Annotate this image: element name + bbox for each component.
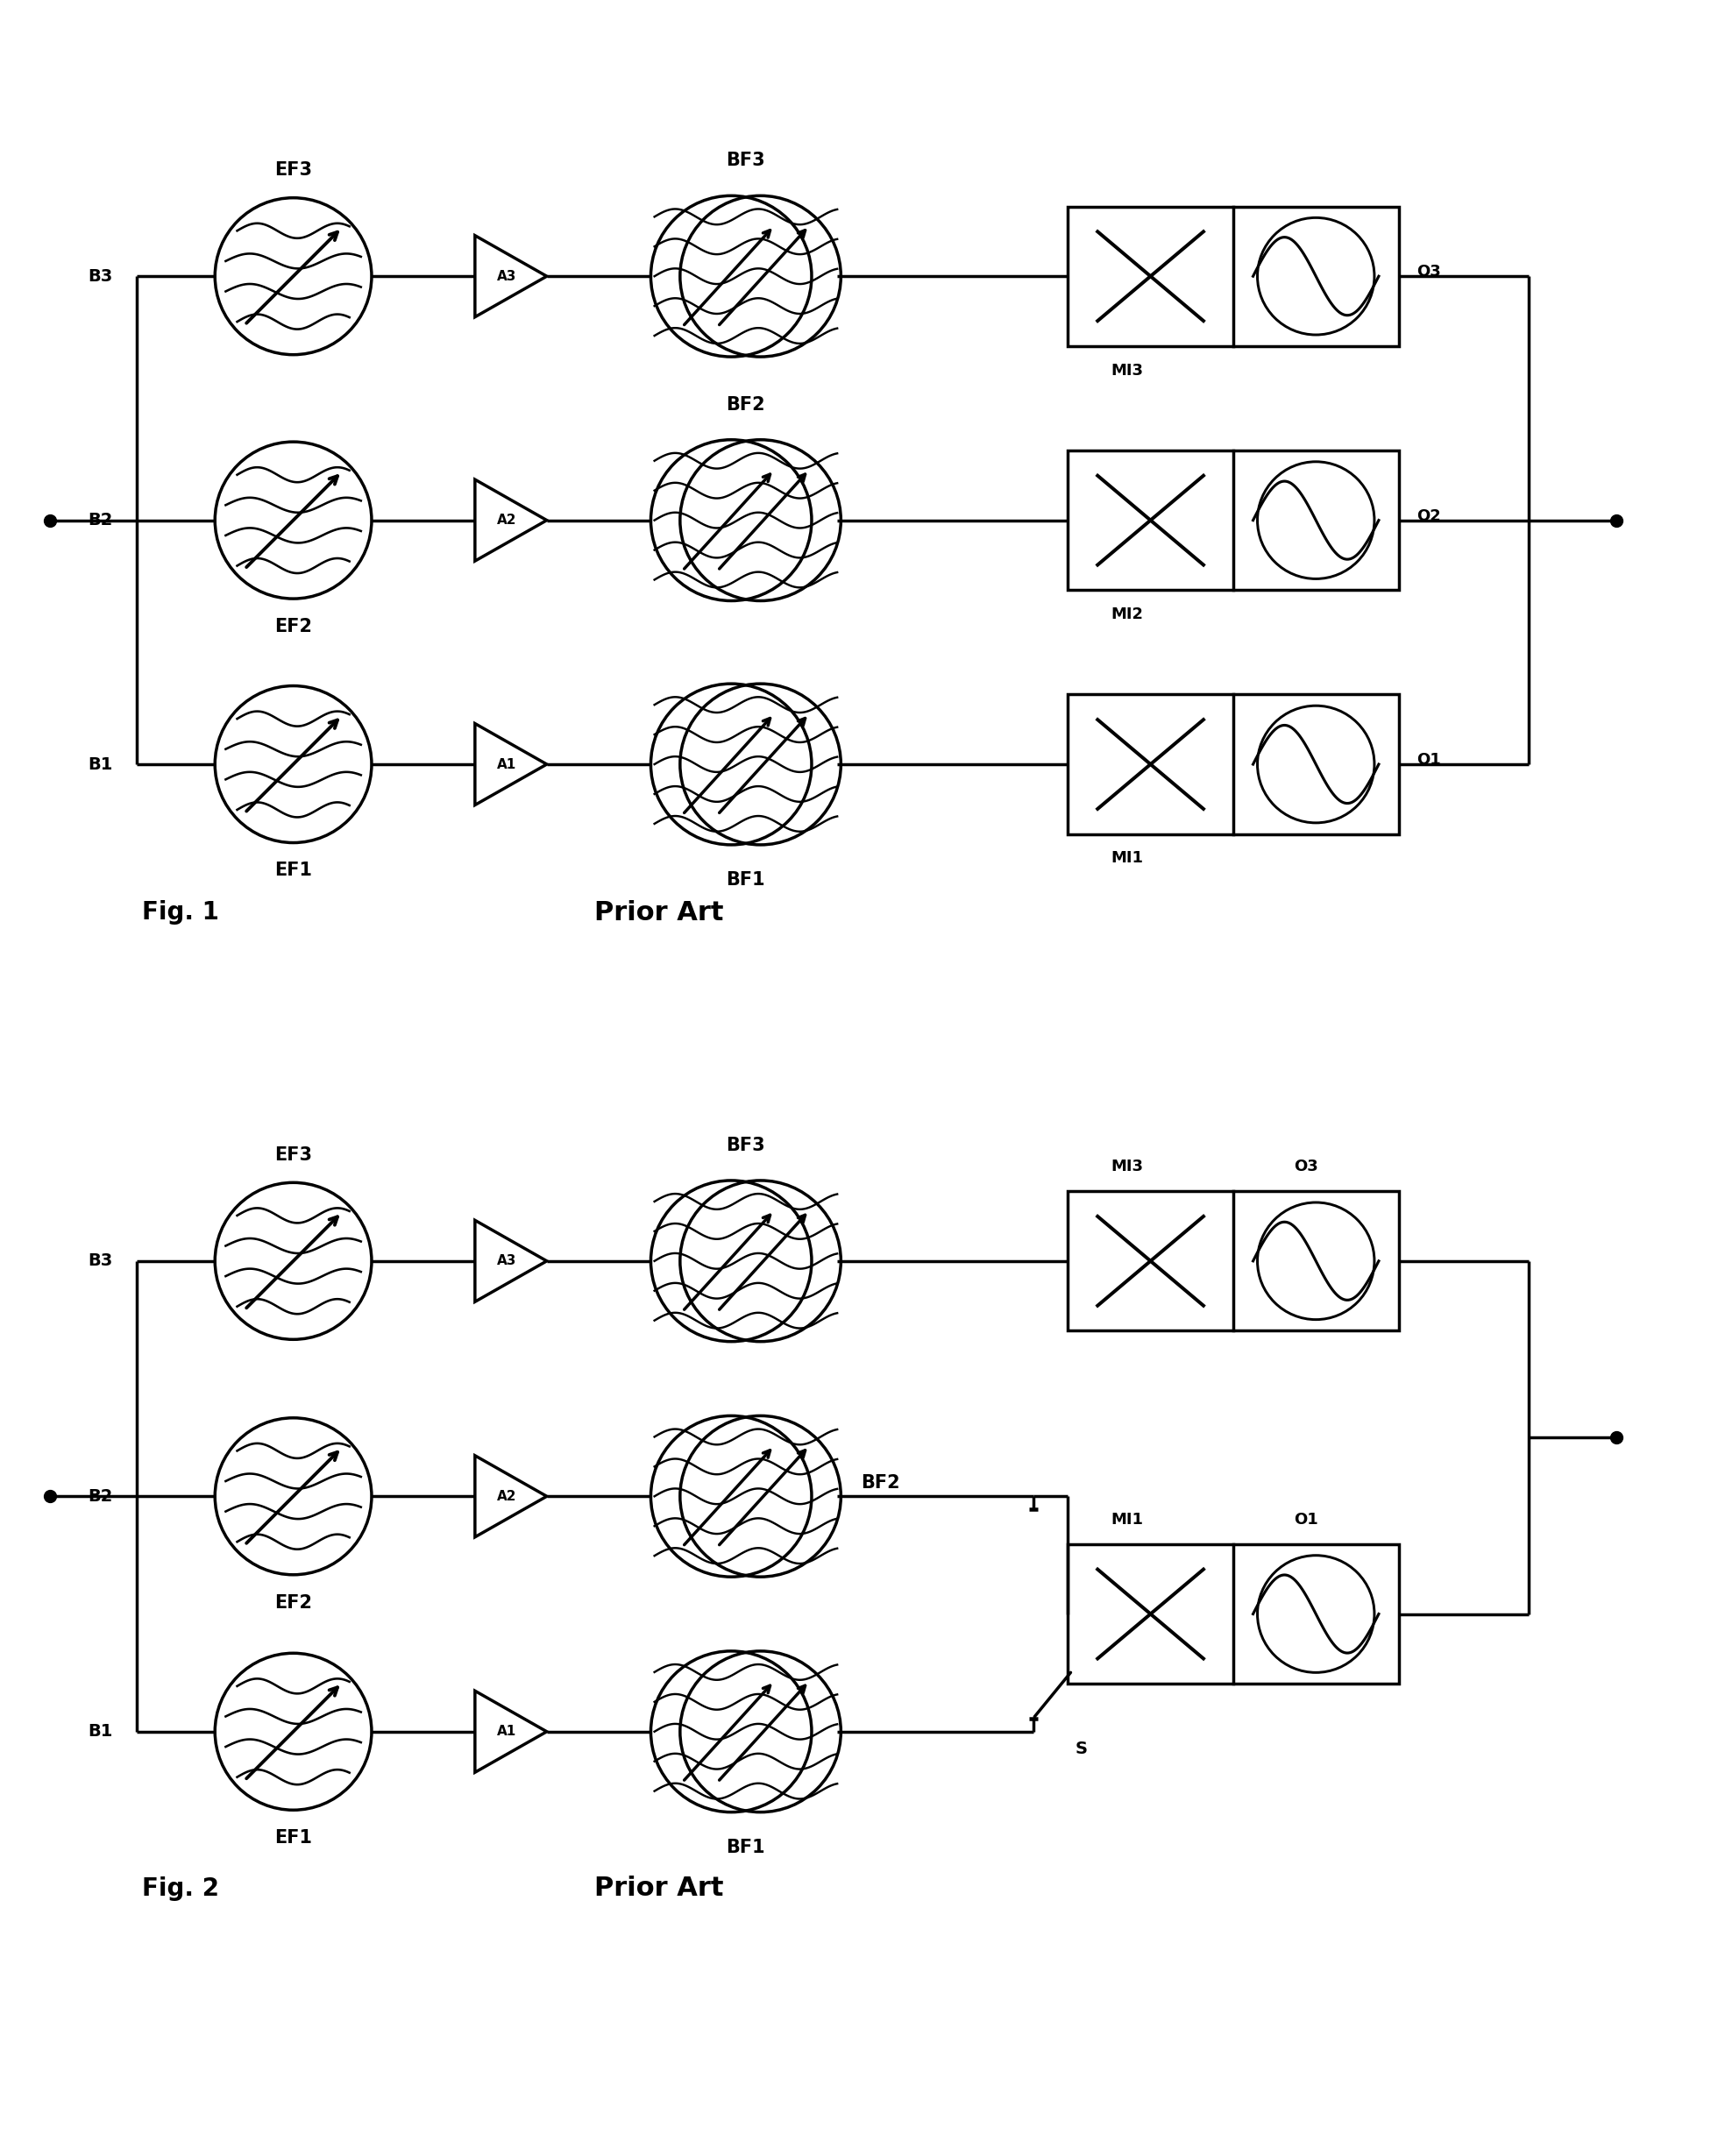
Bar [1068,451,1398,591]
Text: EF2: EF2 [274,619,311,636]
Text: B2: B2 [87,511,113,528]
Text: B1: B1 [87,757,113,772]
Text: A1: A1 [496,757,517,772]
Text: O1: O1 [1417,752,1441,768]
Text: EF3: EF3 [274,162,311,179]
Text: Fig. 1: Fig. 1 [142,901,219,925]
Text: BF1: BF1 [725,1839,765,1856]
Text: O3: O3 [1294,1160,1317,1175]
Text: MI1: MI1 [1110,849,1143,867]
Text: B3: B3 [87,1253,113,1270]
Text: EF1: EF1 [274,862,311,880]
Text: EF1: EF1 [274,1828,311,1848]
Text: BF2: BF2 [861,1475,900,1492]
Text: A3: A3 [496,270,517,282]
Text: B1: B1 [87,1723,113,1740]
Text: B3: B3 [87,267,113,285]
Text: EF3: EF3 [274,1147,311,1164]
Text: O3: O3 [1417,263,1441,280]
Text: O2: O2 [1417,509,1441,524]
Text: MI3: MI3 [1110,362,1143,377]
Bar [1068,1192,1398,1330]
Text: EF2: EF2 [274,1593,311,1611]
Text: BF1: BF1 [725,871,765,888]
Text: A2: A2 [496,1490,517,1503]
Text: S: S [1075,1740,1086,1757]
Text: A1: A1 [496,1725,517,1738]
Text: BF3: BF3 [725,153,765,170]
Text: MI1: MI1 [1110,1511,1143,1529]
Text: O1: O1 [1294,1511,1317,1529]
Text: BF2: BF2 [725,397,765,414]
Text: B2: B2 [87,1488,113,1505]
Text: Prior Art: Prior Art [594,899,724,925]
Bar [1068,1544,1398,1684]
Text: Prior Art: Prior Art [594,1876,724,1902]
Text: A2: A2 [496,513,517,526]
Bar [1068,207,1398,345]
Text: BF3: BF3 [725,1136,765,1153]
Text: A3: A3 [496,1255,517,1268]
Text: MI2: MI2 [1110,606,1143,623]
Bar [1068,694,1398,834]
Text: Fig. 2: Fig. 2 [142,1876,219,1902]
Text: MI3: MI3 [1110,1160,1143,1175]
